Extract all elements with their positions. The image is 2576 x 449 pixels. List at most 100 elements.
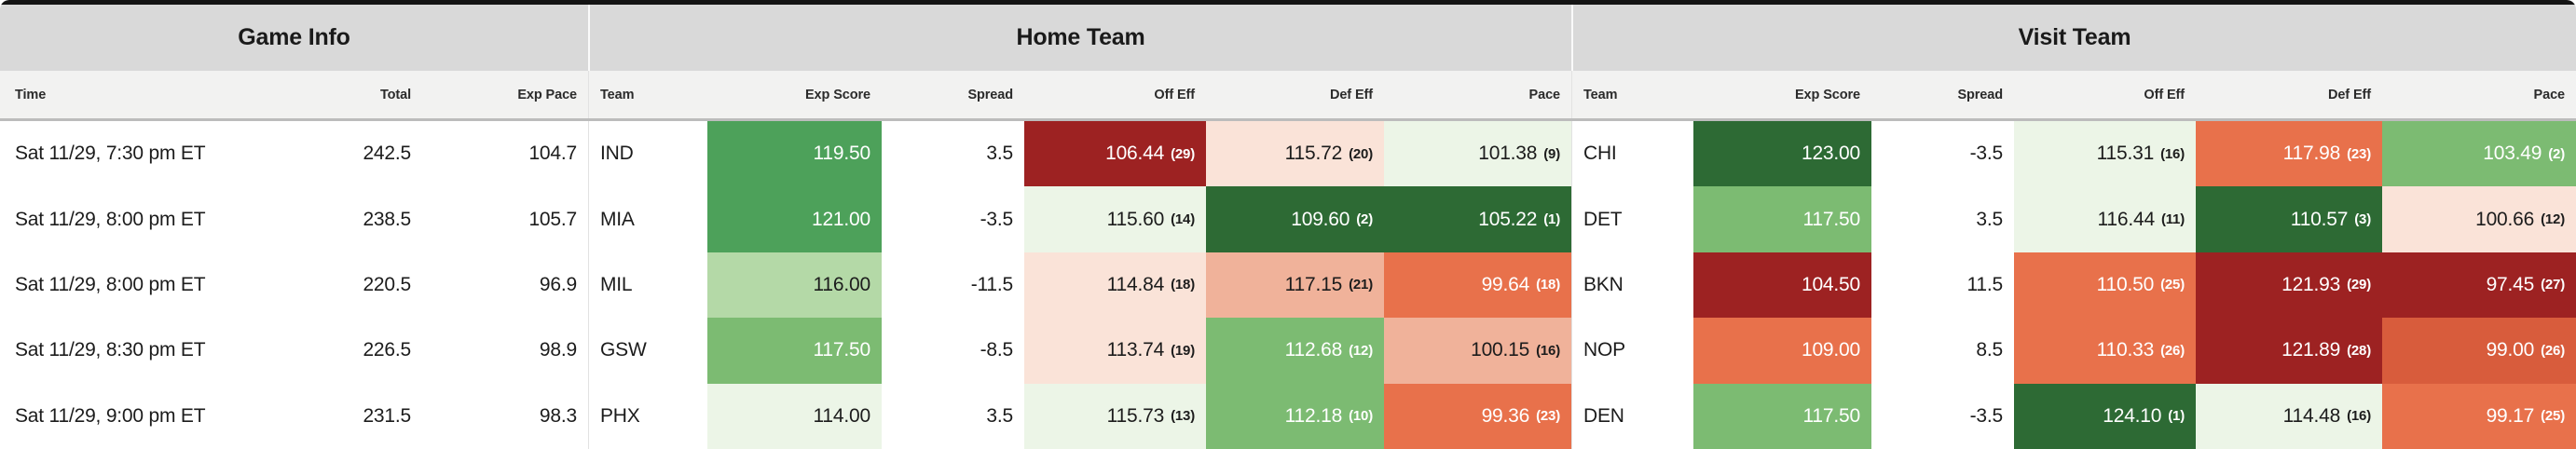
cell-value: 121.89 (2281, 339, 2341, 361)
total-cell: 231.5 (363, 404, 411, 427)
cell-value: 115.31 (2096, 143, 2155, 165)
home-pace-cell: 105.22 (1) (1384, 186, 1571, 252)
cell-value: 116.00 (813, 273, 871, 295)
cell-value: 121.00 (811, 208, 870, 230)
time-cell: Sat 11/29, 8:00 pm ET (15, 208, 206, 230)
visit-pace-cell: 99.00 (26) (2382, 318, 2576, 384)
visit-def-eff-cell: 121.89 (28) (2196, 318, 2382, 384)
home-off-eff-cell: 114.84 (18) (1024, 252, 1206, 319)
home-pace-cell: 101.38 (9) (1384, 121, 1571, 187)
visit-exp-score-cell: 123.00 (1693, 121, 1871, 187)
visit-team-cell: DEN (1571, 383, 1693, 449)
colheader-visit-spread: Spread (1957, 87, 2003, 102)
rank-badge: (27) (2541, 277, 2565, 293)
table-top-border (0, 0, 2576, 5)
table-row: Sat 11/29, 7:30 pm ET 242.5 104.7 IND 119.50… (0, 121, 2576, 187)
rank-badge: (16) (2160, 145, 2185, 162)
home-spread-cell: 3.5 (986, 404, 1013, 427)
rank-badge: (2) (2548, 145, 2565, 162)
visit-exp-score-cell: 117.50 (1693, 383, 1871, 449)
exp-pace-cell: 96.9 (539, 273, 577, 295)
cell-value: 114.48 (2282, 404, 2341, 427)
home-exp-score-cell: 116.00 (707, 252, 882, 319)
rank-badge: (2) (1356, 211, 1373, 228)
visit-pace-cell: 99.17 (25) (2382, 383, 2576, 449)
exp-pace-cell: 98.9 (539, 339, 577, 361)
visit-def-eff-cell: 121.93 (29) (2196, 252, 2382, 319)
exp-pace-cell: 98.3 (539, 404, 577, 427)
cell-value: 114.84 (1106, 273, 1165, 295)
colheader-home-spread: Spread (967, 87, 1013, 102)
colheader-exp-pace: Exp Pace (517, 87, 577, 102)
colheader-home-team: Team (588, 71, 707, 118)
visit-pace-cell: 97.45 (27) (2382, 252, 2576, 319)
cell-value: 110.50 (2096, 273, 2155, 295)
cell-value: 117.50 (1802, 208, 1861, 230)
home-pace-cell: 100.15 (16) (1384, 318, 1571, 384)
visit-spread-cell: -3.5 (1969, 143, 2004, 165)
cell-value: 104.50 (1801, 273, 1860, 295)
table-row: Sat 11/29, 8:00 pm ET 220.5 96.9 MIL 116.00 -… (0, 252, 2576, 319)
rank-badge: (16) (1536, 342, 1560, 359)
cell-value: 121.93 (2281, 273, 2341, 295)
time-cell: Sat 11/29, 8:30 pm ET (15, 339, 206, 361)
colheader-home-pace: Pace (1528, 87, 1561, 102)
time-cell: Sat 11/29, 8:00 pm ET (15, 273, 206, 295)
home-pace-cell: 99.64 (18) (1384, 252, 1571, 319)
visit-team-cell: CHI (1571, 121, 1693, 187)
cell-value: 117.50 (1802, 404, 1861, 427)
visit-def-eff-cell: 110.57 (3) (2196, 186, 2382, 252)
visit-spread-cell: 8.5 (1976, 339, 2003, 361)
rank-badge: (25) (2541, 408, 2565, 425)
section-home-team: Home Team (588, 5, 1571, 71)
home-pace-cell: 99.36 (23) (1384, 383, 1571, 449)
cell-value: 110.33 (2096, 339, 2155, 361)
cell-value: 99.36 (1481, 404, 1530, 427)
colheader-visit-off-eff: Off Eff (2144, 87, 2185, 102)
home-exp-score-cell: 119.50 (707, 121, 882, 187)
rank-badge: (19) (1171, 342, 1195, 359)
home-def-eff-cell: 117.15 (21) (1206, 252, 1384, 319)
colheader-home-def-eff: Def Eff (1329, 87, 1373, 102)
colheader-time: Time (15, 87, 47, 102)
cell-value: 114.00 (813, 404, 871, 427)
cell-value: 112.18 (1284, 404, 1343, 427)
cell-value: 123.00 (1801, 143, 1860, 165)
cell-value: 100.15 (1471, 339, 1530, 361)
home-def-eff-cell: 115.72 (20) (1206, 121, 1384, 187)
home-def-eff-cell: 109.60 (2) (1206, 186, 1384, 252)
colheader-visit-pace: Pace (2533, 87, 2566, 102)
cell-value: 105.22 (1478, 208, 1538, 230)
table-row: Sat 11/29, 9:00 pm ET 231.5 98.3 PHX 114.00 3… (0, 383, 2576, 449)
visit-off-eff-cell: 110.50 (25) (2014, 252, 2196, 319)
rank-badge: (1) (1543, 211, 1560, 228)
section-visit-team: Visit Team (1571, 5, 2576, 71)
home-team-cell: MIA (588, 186, 707, 252)
colheader-total: Total (379, 87, 411, 102)
home-exp-score-cell: 117.50 (707, 318, 882, 384)
visit-team-cell: NOP (1571, 318, 1693, 384)
rank-badge: (29) (1171, 145, 1195, 162)
home-spread-cell: -11.5 (970, 273, 1014, 295)
rank-badge: (21) (1349, 277, 1373, 293)
home-spread-cell: -3.5 (980, 208, 1014, 230)
rank-badge: (25) (2160, 277, 2185, 293)
cell-value: 116.44 (2097, 208, 2155, 230)
cell-value: 113.74 (1106, 339, 1165, 361)
column-header-row: Time Total Exp Pace Team Exp Score Sprea… (0, 71, 2576, 121)
visit-exp-score-cell: 117.50 (1693, 186, 1871, 252)
rank-badge: (9) (1543, 145, 1560, 162)
colheader-visit-team: Team (1571, 71, 1693, 118)
table-row: Sat 11/29, 8:30 pm ET 226.5 98.9 GSW 117.50 -… (0, 318, 2576, 384)
visit-team-cell: DET (1571, 186, 1693, 252)
cell-value: 117.50 (813, 339, 871, 361)
cell-value: 109.60 (1291, 208, 1350, 230)
time-cell: Sat 11/29, 9:00 pm ET (15, 404, 206, 427)
colheader-home-exp-score: Exp Score (804, 87, 870, 102)
home-spread-cell: 3.5 (986, 143, 1013, 165)
rank-badge: (23) (2347, 145, 2371, 162)
rank-badge: (12) (1349, 342, 1373, 359)
colheader-visit-def-eff: Def Eff (2327, 87, 2371, 102)
cell-value: 110.57 (2290, 208, 2349, 230)
